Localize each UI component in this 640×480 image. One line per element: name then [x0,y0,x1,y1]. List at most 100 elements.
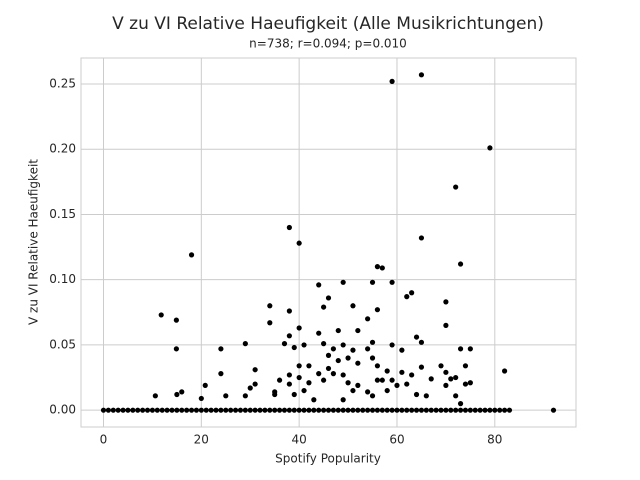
point [281,341,288,347]
point [218,407,224,413]
point [130,407,136,413]
point [296,240,302,246]
point [345,355,351,361]
point [169,407,175,413]
point [413,391,420,398]
y-tick-label: 0.05 [49,337,76,351]
point [404,294,410,300]
x-tick-label: 20 [194,433,209,447]
point [443,322,449,328]
y-tick-label: 0.10 [49,272,76,286]
point [369,393,376,399]
point [179,389,185,395]
point [384,368,390,374]
point [467,380,473,386]
point [369,407,376,413]
point [453,184,459,190]
point [272,391,278,398]
point [296,374,302,381]
point [213,407,219,413]
point [223,407,229,413]
x-tick-label: 40 [292,433,307,447]
point [355,407,361,413]
point [321,304,327,310]
point [198,407,204,413]
y-tick-label: 0.25 [49,76,76,90]
point [174,391,180,398]
point [188,407,195,413]
point [389,407,395,413]
point [267,407,273,413]
chart-subtitle: n=738; r=0.094; p=0.010 [249,37,407,51]
point [296,325,302,331]
point [404,381,410,387]
chart-title: V zu VI Relative Haeufigkeit (Alle Musik… [112,14,544,34]
point [340,397,346,403]
point [335,407,341,413]
point [321,377,327,383]
x-tick-label: 0 [100,433,108,447]
point [477,407,483,413]
point [306,363,312,369]
point [550,407,557,413]
y-tick-label: 0.00 [49,403,76,417]
point [203,407,209,413]
point [399,369,405,375]
point [374,307,381,313]
point [173,346,179,352]
point [120,407,126,413]
point [301,342,307,348]
point [497,407,503,413]
y-tick-label: 0.15 [49,207,76,221]
point [355,360,361,366]
point [394,382,400,388]
point [443,382,449,388]
point [443,299,449,305]
point [365,346,371,352]
point [316,407,322,413]
point [389,377,395,383]
point [350,303,356,309]
point [154,407,160,413]
point [335,327,341,334]
point [286,308,292,314]
point [242,407,248,413]
point [286,333,292,339]
point [423,407,429,413]
point [418,407,425,413]
point [252,381,258,387]
point [252,367,258,373]
point [115,407,121,413]
point [281,407,288,413]
point [369,339,376,345]
point [164,407,170,413]
plot-area [81,58,576,427]
point [286,224,292,231]
point [355,327,361,334]
point [379,265,385,271]
point [208,407,214,413]
point [453,393,459,399]
point [335,357,341,364]
point [457,407,464,413]
point [369,279,376,285]
point [316,330,322,336]
point [330,407,336,413]
point [423,393,429,399]
point [325,407,332,413]
point [125,407,131,413]
point [448,407,454,413]
point [404,407,410,413]
point [487,145,493,151]
point [311,397,317,403]
point [135,407,141,413]
point [316,371,322,377]
point [389,342,395,348]
point [301,407,307,413]
point [325,352,332,358]
point [418,235,425,241]
point [242,393,248,399]
point [418,339,425,345]
point [340,372,346,378]
